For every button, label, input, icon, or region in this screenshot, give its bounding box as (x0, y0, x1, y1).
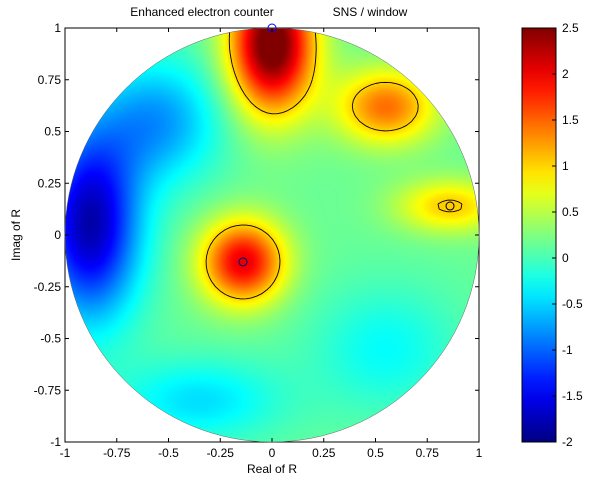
colorbar-tick-label: 0 (562, 251, 569, 265)
y-tick-label: 0.5 (44, 125, 61, 139)
colorbar-tick-label: 0.5 (562, 205, 579, 219)
x-tick-label: 0.75 (416, 446, 440, 460)
y-axis-label: Imag of R (9, 209, 23, 261)
chart-title: Enhanced electron counter (130, 5, 273, 19)
colorbar-tick-label: 2.5 (562, 21, 579, 35)
y-tick-label: 0 (54, 228, 61, 242)
y-tick-label: 0.75 (38, 73, 62, 87)
colorbar-axis: 2.5 2 1.5 1 0.5 0 -0.5 -1 -1.5 -2 (552, 21, 583, 449)
chart-subtitle: SNS / window (333, 5, 408, 19)
x-tick-label: 1 (476, 446, 483, 460)
x-tick-label: -1 (60, 446, 71, 460)
colorbar-tick-label: 2 (562, 67, 569, 81)
y-tick-label: -0.5 (40, 332, 61, 346)
y-tick-label: 0.25 (38, 176, 62, 190)
x-tick-label: -0.75 (103, 446, 131, 460)
x-tick-label: 0.5 (367, 446, 384, 460)
x-axis-label: Real of R (247, 462, 297, 476)
x-tick-label: -0.5 (158, 446, 179, 460)
colorbar-tick-label: -1 (562, 343, 573, 357)
colorbar-tick-label: -2 (562, 435, 573, 449)
y-tick-label: -1 (50, 435, 61, 449)
x-tick-label: 0.25 (312, 446, 336, 460)
colorbar-tick-label: -1.5 (562, 389, 583, 403)
colorbar-tick-label: 1 (562, 159, 569, 173)
y-tick-label: -0.75 (34, 383, 62, 397)
colorbar-tick-label: 1.5 (562, 113, 579, 127)
colorbar (522, 28, 556, 442)
heatmap-field (65, 28, 479, 442)
x-tick-label: 0 (269, 446, 276, 460)
y-tick-label: -0.25 (34, 280, 62, 294)
colorbar-tick-label: -0.5 (562, 297, 583, 311)
x-tick-label: -0.25 (207, 446, 235, 460)
y-tick-label: 1 (54, 21, 61, 35)
